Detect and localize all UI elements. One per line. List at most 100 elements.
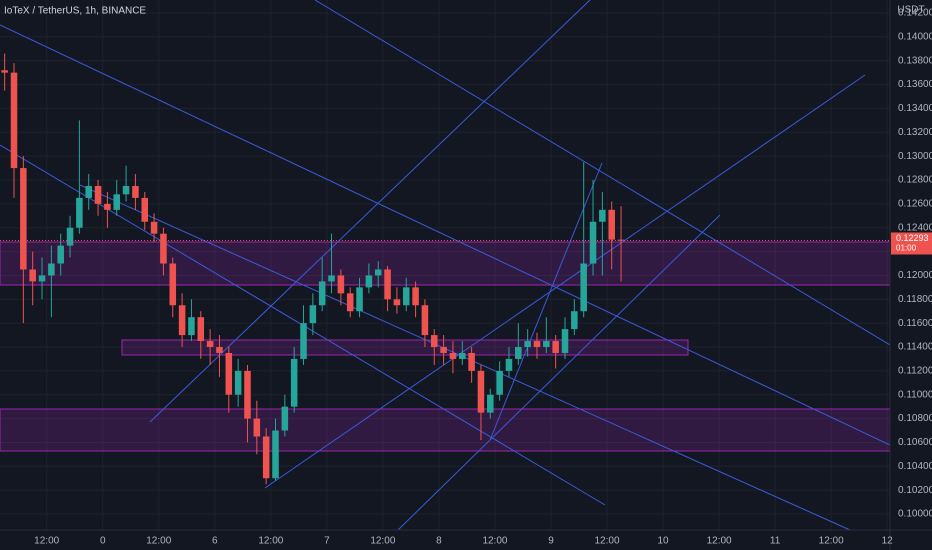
candle-body bbox=[113, 194, 121, 210]
x-tick-label: 12:00 bbox=[707, 536, 732, 547]
candle-body bbox=[589, 221, 597, 264]
y-tick-label: 0.11200 bbox=[898, 366, 932, 377]
candle-body bbox=[262, 436, 270, 479]
y-tick-label: 0.12400 bbox=[898, 222, 932, 233]
candle-body bbox=[318, 281, 326, 306]
candle-body bbox=[365, 275, 373, 288]
candle-body bbox=[48, 263, 55, 276]
candle-body bbox=[468, 352, 475, 371]
candle-body bbox=[178, 305, 186, 336]
candle-body bbox=[29, 269, 36, 282]
candle-body bbox=[309, 305, 317, 324]
candles bbox=[0, 53, 890, 485]
candle-body bbox=[160, 233, 167, 264]
candle-body bbox=[459, 352, 466, 359]
candle-body bbox=[94, 185, 102, 204]
candle-body bbox=[608, 209, 615, 240]
chart-title: IoTeX / TetherUS, 1h, BINANCE bbox=[4, 6, 146, 17]
y-tick-label: 0.14200 bbox=[898, 8, 932, 19]
candle-body bbox=[272, 430, 279, 479]
candle-body bbox=[328, 275, 335, 282]
x-tick-label: 12:00 bbox=[258, 536, 283, 547]
candle-body bbox=[374, 269, 382, 276]
candle-body bbox=[505, 358, 513, 371]
candle-body bbox=[552, 341, 559, 353]
x-tick-label: 10 bbox=[658, 536, 670, 547]
y-tick-label: 0.13400 bbox=[898, 103, 932, 114]
x-tick-label: 11 bbox=[770, 536, 781, 547]
candle-body bbox=[580, 263, 587, 312]
y-tick-label: 0.10800 bbox=[898, 413, 932, 424]
axes: 0.14200 0.14000 0.13800 0.13600 0.13400 0.132… bbox=[34, 8, 932, 547]
y-tick-label: 0.12000 bbox=[898, 270, 932, 281]
candle-body bbox=[496, 370, 503, 395]
trend-line bbox=[0, 24, 891, 446]
candle-body bbox=[384, 269, 391, 300]
x-tick-label: 9 bbox=[548, 536, 554, 547]
trend-line bbox=[264, 74, 866, 489]
candle-body bbox=[206, 341, 214, 348]
candle-body bbox=[515, 347, 522, 359]
candle-body bbox=[85, 185, 92, 198]
candle-body bbox=[57, 245, 64, 264]
candle-body bbox=[150, 221, 158, 234]
x-tick-label: 0 bbox=[100, 536, 106, 547]
candle-body bbox=[225, 352, 233, 395]
x-tick-label: 12 bbox=[882, 536, 894, 547]
zone bbox=[0, 408, 891, 452]
x-tick-label: 8 bbox=[436, 536, 442, 547]
y-tick-label: 0.13600 bbox=[898, 79, 932, 90]
candle-body bbox=[571, 311, 578, 330]
candle-body bbox=[141, 197, 149, 222]
candle-body bbox=[234, 370, 242, 395]
y-tick-label: 0.11800 bbox=[898, 294, 932, 305]
y-tick-label: 0.11000 bbox=[898, 389, 932, 400]
x-tick-label: 12:00 bbox=[595, 536, 620, 547]
candle-body bbox=[412, 287, 419, 306]
trend-line bbox=[314, 0, 891, 346]
candle-body bbox=[1, 70, 8, 73]
y-tick-label: 0.11600 bbox=[898, 318, 932, 329]
trend-line bbox=[397, 214, 721, 531]
y-tick-label: 0.12600 bbox=[898, 199, 932, 210]
candle-body bbox=[76, 197, 83, 228]
candle-body bbox=[337, 275, 345, 294]
candle-body bbox=[449, 352, 457, 359]
candle-body bbox=[477, 370, 485, 413]
grid bbox=[0, 0, 890, 530]
last-price-label: 0.12293 bbox=[896, 233, 929, 243]
candle-body bbox=[20, 168, 27, 270]
x-tick-label: 12:00 bbox=[34, 536, 59, 547]
y-tick-label: 0.11400 bbox=[898, 342, 932, 353]
x-tick-label: 6 bbox=[212, 536, 218, 547]
candle-body bbox=[599, 209, 606, 222]
candle-body bbox=[356, 287, 363, 312]
candle-body bbox=[38, 275, 46, 282]
candle-body bbox=[393, 299, 401, 306]
candle-body bbox=[169, 263, 177, 306]
candle-body bbox=[440, 347, 447, 353]
trend-line bbox=[149, 0, 591, 423]
x-tick-label: 12:00 bbox=[370, 536, 395, 547]
candle-body bbox=[216, 347, 223, 353]
y-tick-label: 0.10200 bbox=[898, 485, 932, 496]
candle-body bbox=[487, 394, 494, 413]
y-tick-label: 0.10600 bbox=[898, 437, 932, 448]
y-tick-label: 0.10000 bbox=[898, 509, 932, 520]
y-tick-label: 0.14000 bbox=[898, 32, 932, 43]
candle-body bbox=[300, 323, 307, 359]
candle-body bbox=[244, 370, 251, 419]
x-tick-label: 12:00 bbox=[146, 536, 171, 547]
candle-body bbox=[346, 293, 354, 312]
countdown: 01:00 bbox=[896, 244, 917, 253]
zone bbox=[0, 241, 891, 286]
y-tick-label: 0.13000 bbox=[898, 151, 932, 162]
x-tick-label: 7 bbox=[324, 536, 330, 547]
candle-body bbox=[188, 317, 195, 336]
candle-body bbox=[281, 406, 289, 431]
candle-body bbox=[66, 227, 74, 246]
candle-body bbox=[290, 358, 298, 407]
candle-body bbox=[524, 341, 531, 348]
candle-body bbox=[253, 418, 261, 437]
